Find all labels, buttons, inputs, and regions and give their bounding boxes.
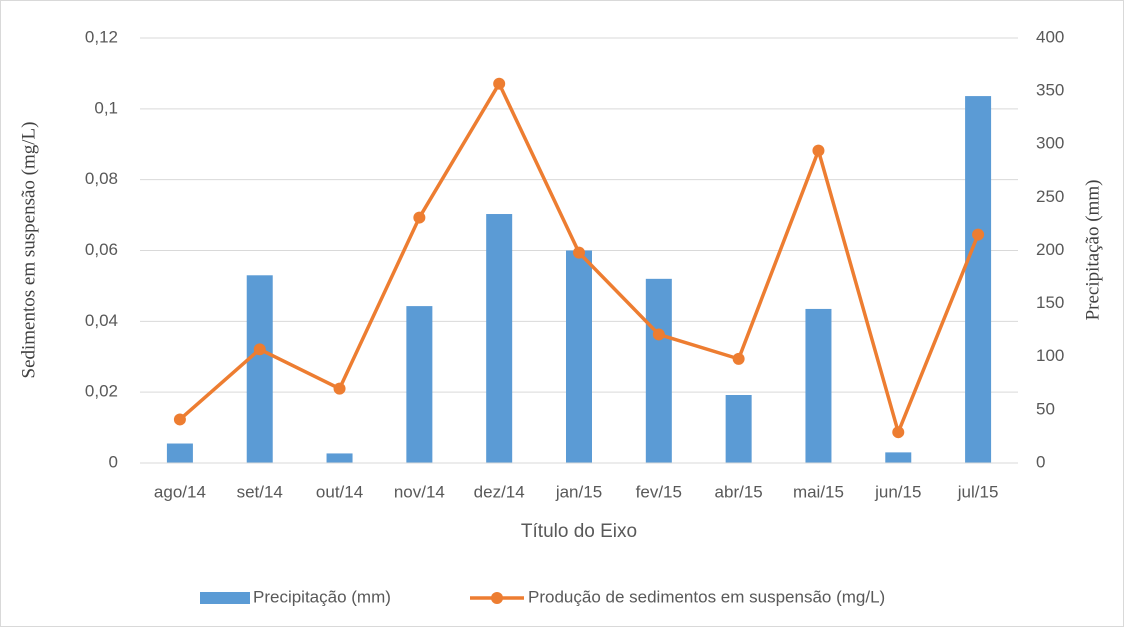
line-marker xyxy=(413,211,426,224)
x-tick-label: dez/14 xyxy=(474,482,525,501)
line-marker xyxy=(573,246,585,259)
bar xyxy=(725,395,752,463)
y2-tick-label: 200 xyxy=(1036,240,1064,259)
y2-axis-title: Precipitação (mm) xyxy=(1082,180,1103,321)
x-tick-label: nov/14 xyxy=(394,482,445,501)
y2-tick-label: 400 xyxy=(1036,27,1064,46)
y-axis-title: Sedimentos em suspensão (mg/L) xyxy=(18,122,39,379)
x-tick-label: jun/15 xyxy=(874,482,921,501)
y2-tick-label: 100 xyxy=(1036,346,1064,365)
y-tick-label: 0,02 xyxy=(85,382,118,401)
line-marker xyxy=(493,77,506,90)
y-tick-label: 0,1 xyxy=(94,98,118,117)
y-tick-label: 0,08 xyxy=(85,169,118,188)
bar xyxy=(645,278,672,463)
y2-tick-label: 300 xyxy=(1036,134,1064,153)
x-axis-title: Título do Eixo xyxy=(521,521,637,542)
y2-tick-label: 350 xyxy=(1036,81,1064,100)
x-tick-label: fev/15 xyxy=(636,482,682,501)
y-tick-label: 0,06 xyxy=(85,240,118,259)
legend-label: Produção de sedimentos em suspensão (mg/… xyxy=(528,587,885,606)
bar xyxy=(965,96,992,463)
line-marker xyxy=(333,382,346,395)
y-tick-label: 0,12 xyxy=(85,27,118,46)
x-tick-label: abr/15 xyxy=(715,482,763,501)
x-tick-label: set/14 xyxy=(237,482,283,501)
legend-swatch xyxy=(491,592,503,604)
bar xyxy=(326,453,353,463)
x-tick-label: jan/15 xyxy=(555,482,602,501)
x-tick-label: out/14 xyxy=(316,482,363,501)
y2-tick-label: 250 xyxy=(1036,187,1064,206)
line-marker xyxy=(253,343,266,356)
y2-tick-label: 150 xyxy=(1036,293,1064,312)
x-tick-label: jul/15 xyxy=(957,482,999,501)
bar xyxy=(406,306,433,463)
x-tick-label: ago/14 xyxy=(154,482,206,501)
line-marker xyxy=(652,328,665,341)
line-marker xyxy=(892,426,905,439)
line-marker xyxy=(972,228,985,241)
line-marker xyxy=(732,352,745,365)
bar xyxy=(486,214,513,463)
y-tick-label: 0,04 xyxy=(85,311,118,330)
legend-swatch xyxy=(200,592,250,604)
line-marker xyxy=(812,144,825,157)
bar xyxy=(805,308,832,463)
bar xyxy=(246,275,273,463)
bar xyxy=(566,250,592,463)
legend-label: Precipitação (mm) xyxy=(253,587,391,606)
y2-tick-label: 50 xyxy=(1036,399,1055,418)
y2-tick-label: 0 xyxy=(1036,452,1045,471)
y-tick-label: 0 xyxy=(109,452,118,471)
bar xyxy=(166,443,193,463)
x-tick-label: mai/15 xyxy=(793,482,844,501)
line-marker xyxy=(173,413,186,426)
bar xyxy=(885,452,912,463)
